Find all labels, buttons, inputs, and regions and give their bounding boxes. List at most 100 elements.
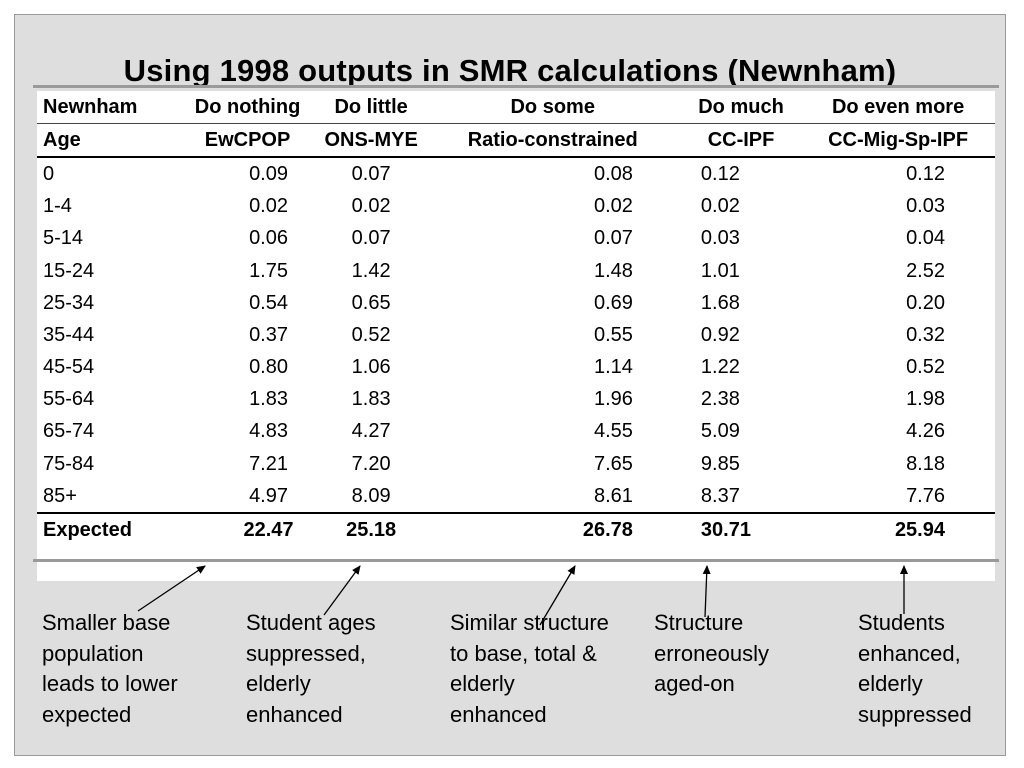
- table-cell: 7.21: [249, 452, 288, 475]
- table-cell: 0.69: [593, 291, 633, 314]
- arrow-3: [539, 565, 576, 626]
- age-cell: 45-54: [43, 356, 95, 379]
- note-do-even-more: Students enhanced, elderly suppressed: [858, 610, 972, 727]
- table-cell: 1.96: [593, 388, 633, 411]
- age-cell: 15-24: [43, 259, 95, 282]
- table-panel: Newnham Do nothing Do little Do some Do …: [37, 91, 995, 581]
- header-cell: Age: [37, 123, 178, 159]
- expected-row: Expected 22.47 25.18 26.78 30.71 25.94: [37, 512, 995, 547]
- header-cell: ONS-MYE: [317, 123, 425, 159]
- table-row: 75-84 7.21 7.20 7.65 9.85 8.18: [37, 448, 995, 480]
- table-cell: 0.02: [249, 195, 288, 218]
- table-cell: 0.32: [906, 323, 945, 346]
- header-row-scenarios: Newnham Do nothing Do little Do some Do …: [37, 91, 995, 125]
- table-cell: 0.08: [593, 162, 633, 185]
- smr-table: Newnham Do nothing Do little Do some Do …: [37, 91, 995, 547]
- table-cell: 0.06: [249, 227, 288, 250]
- table-cell: 5.09: [700, 420, 740, 443]
- table-row: 85+ 4.97 8.09 8.61 8.37 7.76: [37, 480, 995, 513]
- table-cell: 7.76: [906, 484, 945, 507]
- table-row: 1-4 0.02 0.02 0.02 0.02 0.03: [37, 191, 995, 223]
- table-cell: 4.55: [593, 420, 633, 443]
- table-cell: 0.09: [249, 162, 288, 185]
- table-body: 0 0.09 0.07 0.08 0.12 0.12 1-4 0.02 0.02 0.02 0.02…: [37, 157, 995, 513]
- age-cell: 85+: [43, 484, 77, 507]
- table-cell: 22.47: [177, 512, 318, 547]
- table-top-rule: [33, 85, 999, 88]
- table-cell: 0.07: [593, 227, 633, 250]
- table-cell: 4.83: [249, 420, 288, 443]
- header-cell: Newnham: [37, 91, 178, 125]
- table-cell: 0.80: [249, 356, 288, 379]
- table-cell: 1.06: [351, 356, 391, 379]
- age-cell: 5-14: [43, 227, 84, 250]
- arrow-4: [702, 565, 711, 618]
- table-bottom-rule: [33, 559, 999, 562]
- table-row: 35-44 0.37 0.52 0.55 0.92 0.32: [37, 319, 995, 351]
- table-cell: 2.38: [700, 388, 740, 411]
- table-row: 25-34 0.54 0.65 0.69 1.68 0.20: [37, 287, 995, 319]
- table-cell: 7.65: [593, 452, 633, 475]
- table-cell: 1.83: [351, 388, 391, 411]
- table-cell: 0.12: [906, 162, 945, 185]
- table-cell: 0.07: [351, 227, 391, 250]
- table-cell: 0.12: [700, 162, 740, 185]
- age-cell: 1-4: [43, 195, 72, 218]
- table-cell: 9.85: [700, 452, 740, 475]
- slide-title: Using 1998 outputs in SMR calculations (…: [123, 53, 897, 88]
- table-row: 15-24 1.75 1.42 1.48 1.01 2.52: [37, 255, 995, 287]
- table-cell: 0.07: [351, 162, 391, 185]
- table-cell: 2.52: [906, 259, 945, 282]
- table-cell: 1.22: [700, 356, 740, 379]
- table-cell: 4.97: [249, 484, 288, 507]
- header-cell: Do much: [680, 91, 802, 125]
- table-cell: 1.83: [249, 388, 288, 411]
- table-row: 45-54 0.80 1.06 1.14 1.22 0.52: [37, 352, 995, 384]
- arrow-2: [323, 565, 361, 616]
- table-cell: 25.94: [801, 512, 995, 547]
- table-cell: 1.48: [593, 259, 633, 282]
- note-do-much: Structure erroneously aged-on: [654, 610, 769, 696]
- table-cell: 4.26: [906, 420, 945, 443]
- table-cell: 0.37: [249, 323, 288, 346]
- note-do-little: Student ages suppressed, elderly enhance…: [246, 610, 376, 727]
- table-cell: 0.02: [700, 195, 740, 218]
- table-cell: 8.37: [700, 484, 740, 507]
- table-cell: 0.54: [249, 291, 288, 314]
- note-do-some: Similar structure to base, total & elder…: [450, 610, 609, 727]
- table-row: 65-74 4.83 4.27 4.55 5.09 4.26: [37, 416, 995, 448]
- header-cell: Do nothing: [177, 91, 318, 125]
- table-cell: 0.52: [351, 323, 391, 346]
- table-cell: 0.03: [906, 195, 945, 218]
- table-cell: 4.27: [351, 420, 391, 443]
- table-cell: 0.52: [906, 356, 945, 379]
- age-cell: 25-34: [43, 291, 95, 314]
- header-row-methods: Age EwCPOP ONS-MYE Ratio-constrained CC-…: [37, 123, 995, 159]
- table-cell: 8.61: [593, 484, 633, 507]
- table-cell: 7.20: [351, 452, 391, 475]
- table-row: 5-14 0.06 0.07 0.07 0.03 0.04: [37, 223, 995, 255]
- table-row: 0 0.09 0.07 0.08 0.12 0.12: [37, 157, 995, 190]
- table-cell: 0.20: [906, 291, 945, 314]
- table-cell: 0.02: [351, 195, 391, 218]
- table-cell: 0.92: [700, 323, 740, 346]
- header-cell: Do some: [424, 91, 681, 125]
- table-cell: 1.68: [700, 291, 740, 314]
- header-cell: Do little: [317, 91, 425, 125]
- table-cell: 8.09: [351, 484, 391, 507]
- table-cell: 1.75: [249, 259, 288, 282]
- table-cell: 1.42: [351, 259, 391, 282]
- age-cell: 0: [43, 162, 55, 185]
- age-cell: 35-44: [43, 323, 95, 346]
- age-cell: 55-64: [43, 388, 95, 411]
- table-cell: 1.98: [906, 388, 945, 411]
- table-cell: 1.01: [700, 259, 740, 282]
- table-cell: 30.71: [680, 512, 802, 547]
- age-cell: 75-84: [43, 452, 95, 475]
- header-cell: CC-Mig-Sp-IPF: [801, 123, 995, 159]
- table-cell: 1.14: [593, 356, 633, 379]
- table-cell: 0.03: [700, 227, 740, 250]
- table-cell: 8.18: [906, 452, 945, 475]
- table-cell: 0.55: [593, 323, 633, 346]
